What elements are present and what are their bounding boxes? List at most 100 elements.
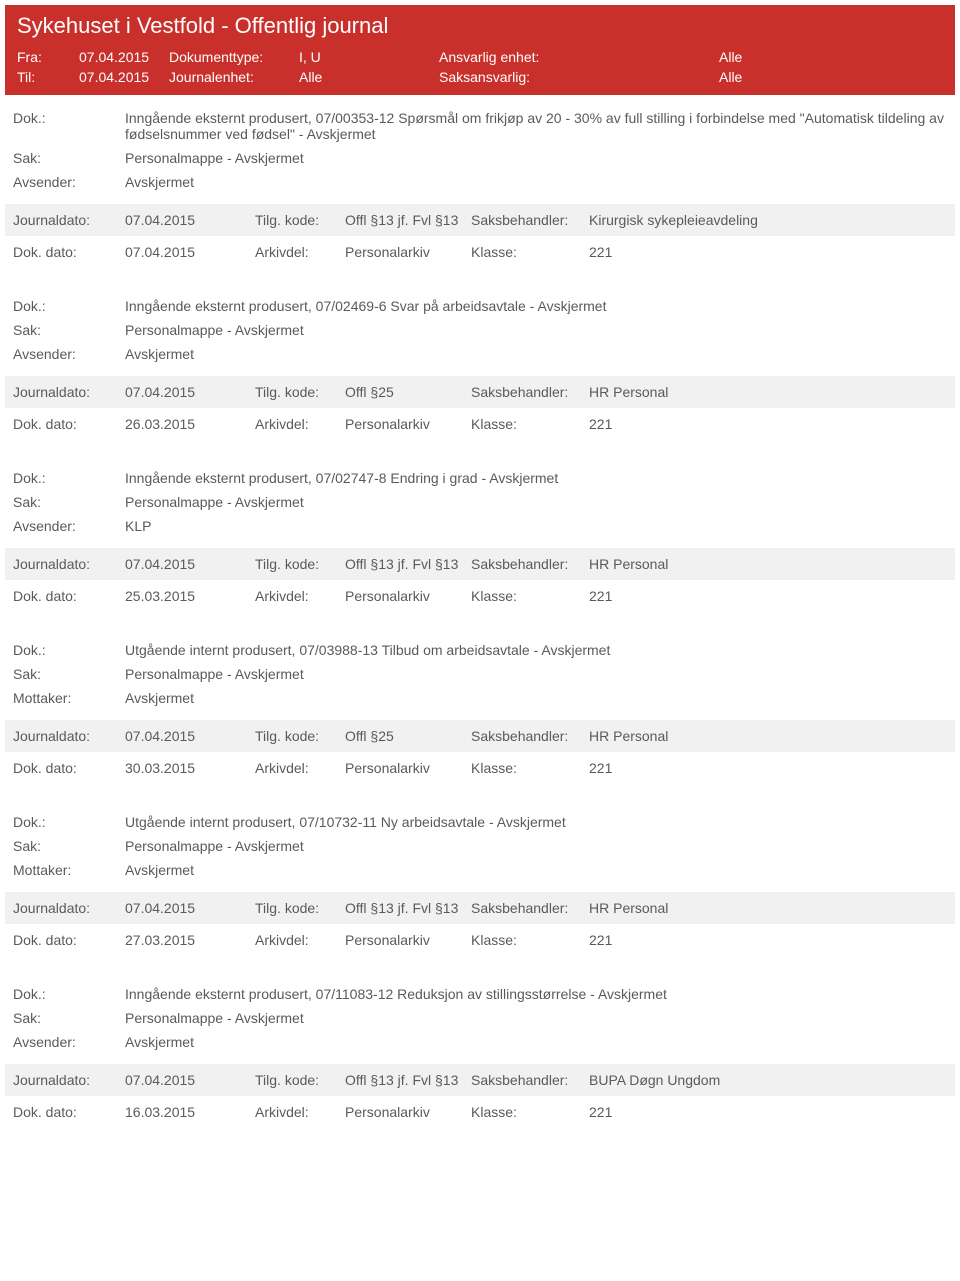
saksansvarlig-value: Alle bbox=[719, 69, 742, 85]
tilgkode-value: Offl §13 jf. Fvl §13 bbox=[345, 556, 471, 572]
tilgkode-value: Offl §25 bbox=[345, 384, 471, 400]
tilgkode-value: Offl §13 jf. Fvl §13 bbox=[345, 212, 471, 228]
sak-label: Sak: bbox=[13, 838, 125, 854]
party-value: Avskjermet bbox=[125, 1034, 947, 1050]
party-label: Mottaker: bbox=[13, 690, 125, 706]
arkivdel-value: Personalarkiv bbox=[345, 416, 471, 432]
page-title: Sykehuset i Vestfold - Offentlig journal bbox=[17, 13, 943, 39]
sak-label: Sak: bbox=[13, 666, 125, 682]
sak-value: Personalmappe - Avskjermet bbox=[125, 150, 947, 166]
dokdato-value: 27.03.2015 bbox=[125, 932, 255, 948]
sak-label: Sak: bbox=[13, 150, 125, 166]
saksbehandler-value: Kirurgisk sykepleieavdeling bbox=[589, 212, 947, 228]
saksbehandler-value: HR Personal bbox=[589, 900, 947, 916]
party-value: KLP bbox=[125, 518, 947, 534]
dokdato-label: Dok. dato: bbox=[13, 244, 125, 260]
klasse-value: 221 bbox=[589, 1104, 947, 1120]
meta-row: Journaldato:07.04.2015Tilg. kode:Offl §1… bbox=[5, 548, 955, 580]
dokdato-value: 25.03.2015 bbox=[125, 588, 255, 604]
journaldato-label: Journaldato: bbox=[13, 728, 125, 744]
entry-line: Sak:Personalmappe - Avskjermet bbox=[13, 322, 947, 338]
entry-body: Dok.:Inngående eksternt produsert, 07/02… bbox=[5, 288, 955, 376]
meta-row: Journaldato:07.04.2015Tilg. kode:Offl §2… bbox=[5, 376, 955, 408]
journalenhet-label: Journalenhet: bbox=[169, 69, 299, 85]
dokdato-value: 26.03.2015 bbox=[125, 416, 255, 432]
saksbehandler-value: BUPA Døgn Ungdom bbox=[589, 1072, 947, 1088]
sak-value: Personalmappe - Avskjermet bbox=[125, 1010, 947, 1026]
saksbehandler-value: HR Personal bbox=[589, 728, 947, 744]
klasse-value: 221 bbox=[589, 416, 947, 432]
journaldato-label: Journaldato: bbox=[13, 1072, 125, 1088]
journaldato-value: 07.04.2015 bbox=[125, 900, 255, 916]
entry-line: Mottaker:Avskjermet bbox=[13, 862, 947, 878]
journaldato-label: Journaldato: bbox=[13, 556, 125, 572]
journaldato-value: 07.04.2015 bbox=[125, 1072, 255, 1088]
saksbehandler-value: HR Personal bbox=[589, 384, 947, 400]
meta-row: Journaldato:07.04.2015Tilg. kode:Offl §1… bbox=[5, 892, 955, 924]
klasse-label: Klasse: bbox=[471, 416, 589, 432]
dok-label: Dok.: bbox=[13, 814, 125, 830]
klasse-value: 221 bbox=[589, 932, 947, 948]
dokdato-value: 07.04.2015 bbox=[125, 244, 255, 260]
klasse-value: 221 bbox=[589, 244, 947, 260]
saksansvarlig-label: Saksansvarlig: bbox=[439, 69, 719, 85]
saksbehandler-label: Saksbehandler: bbox=[471, 1072, 589, 1088]
sak-label: Sak: bbox=[13, 322, 125, 338]
klasse-label: Klasse: bbox=[471, 932, 589, 948]
entry-line: Dok.:Inngående eksternt produsert, 07/11… bbox=[13, 986, 947, 1002]
entry-line: Dok.:Inngående eksternt produsert, 07/02… bbox=[13, 298, 947, 314]
entry-line: Sak:Personalmappe - Avskjermet bbox=[13, 666, 947, 682]
entry-body: Dok.:Utgående internt produsert, 07/0398… bbox=[5, 632, 955, 720]
dok-value: Inngående eksternt produsert, 07/11083-1… bbox=[125, 986, 947, 1002]
til-label: Til: bbox=[17, 69, 79, 85]
tilgkode-label: Tilg. kode: bbox=[255, 1072, 345, 1088]
tilgkode-label: Tilg. kode: bbox=[255, 900, 345, 916]
journal-entry: Dok.:Utgående internt produsert, 07/0398… bbox=[5, 632, 955, 784]
entry-body: Dok.:Inngående eksternt produsert, 07/02… bbox=[5, 460, 955, 548]
entry-line: Dok.:Utgående internt produsert, 07/0398… bbox=[13, 642, 947, 658]
klasse-label: Klasse: bbox=[471, 588, 589, 604]
arkivdel-label: Arkivdel: bbox=[255, 244, 345, 260]
header-row-2: Til: 07.04.2015 Journalenhet: Alle Saksa… bbox=[17, 69, 943, 85]
journaldato-label: Journaldato: bbox=[13, 212, 125, 228]
dok-label: Dok.: bbox=[13, 986, 125, 1002]
doktype-label: Dokumenttype: bbox=[169, 49, 299, 65]
entry-line: Avsender:Avskjermet bbox=[13, 174, 947, 190]
tilgkode-value: Offl §13 jf. Fvl §13 bbox=[345, 900, 471, 916]
meta-row: Dok. dato:07.04.2015Arkivdel:Personalark… bbox=[5, 236, 955, 268]
arkivdel-value: Personalarkiv bbox=[345, 760, 471, 776]
saksbehandler-label: Saksbehandler: bbox=[471, 900, 589, 916]
tilgkode-label: Tilg. kode: bbox=[255, 384, 345, 400]
entry-line: Avsender:Avskjermet bbox=[13, 1034, 947, 1050]
tilgkode-label: Tilg. kode: bbox=[255, 556, 345, 572]
meta-row: Dok. dato:26.03.2015Arkivdel:Personalark… bbox=[5, 408, 955, 440]
party-label: Mottaker: bbox=[13, 862, 125, 878]
saksbehandler-value: HR Personal bbox=[589, 556, 947, 572]
dok-value: Inngående eksternt produsert, 07/02469-6… bbox=[125, 298, 947, 314]
party-value: Avskjermet bbox=[125, 174, 947, 190]
party-value: Avskjermet bbox=[125, 346, 947, 362]
journaldato-label: Journaldato: bbox=[13, 384, 125, 400]
arkivdel-value: Personalarkiv bbox=[345, 932, 471, 948]
page-header: Sykehuset i Vestfold - Offentlig journal… bbox=[5, 5, 955, 95]
klasse-label: Klasse: bbox=[471, 760, 589, 776]
tilgkode-label: Tilg. kode: bbox=[255, 728, 345, 744]
dokdato-label: Dok. dato: bbox=[13, 760, 125, 776]
fra-value: 07.04.2015 bbox=[79, 49, 169, 65]
entry-line: Sak:Personalmappe - Avskjermet bbox=[13, 1010, 947, 1026]
arkivdel-value: Personalarkiv bbox=[345, 1104, 471, 1120]
party-value: Avskjermet bbox=[125, 690, 947, 706]
party-label: Avsender: bbox=[13, 518, 125, 534]
ansvarlig-value: Alle bbox=[719, 49, 742, 65]
til-value: 07.04.2015 bbox=[79, 69, 169, 85]
dokdato-value: 30.03.2015 bbox=[125, 760, 255, 776]
klasse-label: Klasse: bbox=[471, 244, 589, 260]
journaldato-value: 07.04.2015 bbox=[125, 556, 255, 572]
entry-line: Avsender:Avskjermet bbox=[13, 346, 947, 362]
entry-line: Dok.:Inngående eksternt produsert, 07/00… bbox=[13, 110, 947, 142]
dok-label: Dok.: bbox=[13, 642, 125, 658]
arkivdel-label: Arkivdel: bbox=[255, 416, 345, 432]
arkivdel-value: Personalarkiv bbox=[345, 244, 471, 260]
entry-body: Dok.:Inngående eksternt produsert, 07/00… bbox=[5, 100, 955, 204]
doktype-value: I, U bbox=[299, 49, 439, 65]
